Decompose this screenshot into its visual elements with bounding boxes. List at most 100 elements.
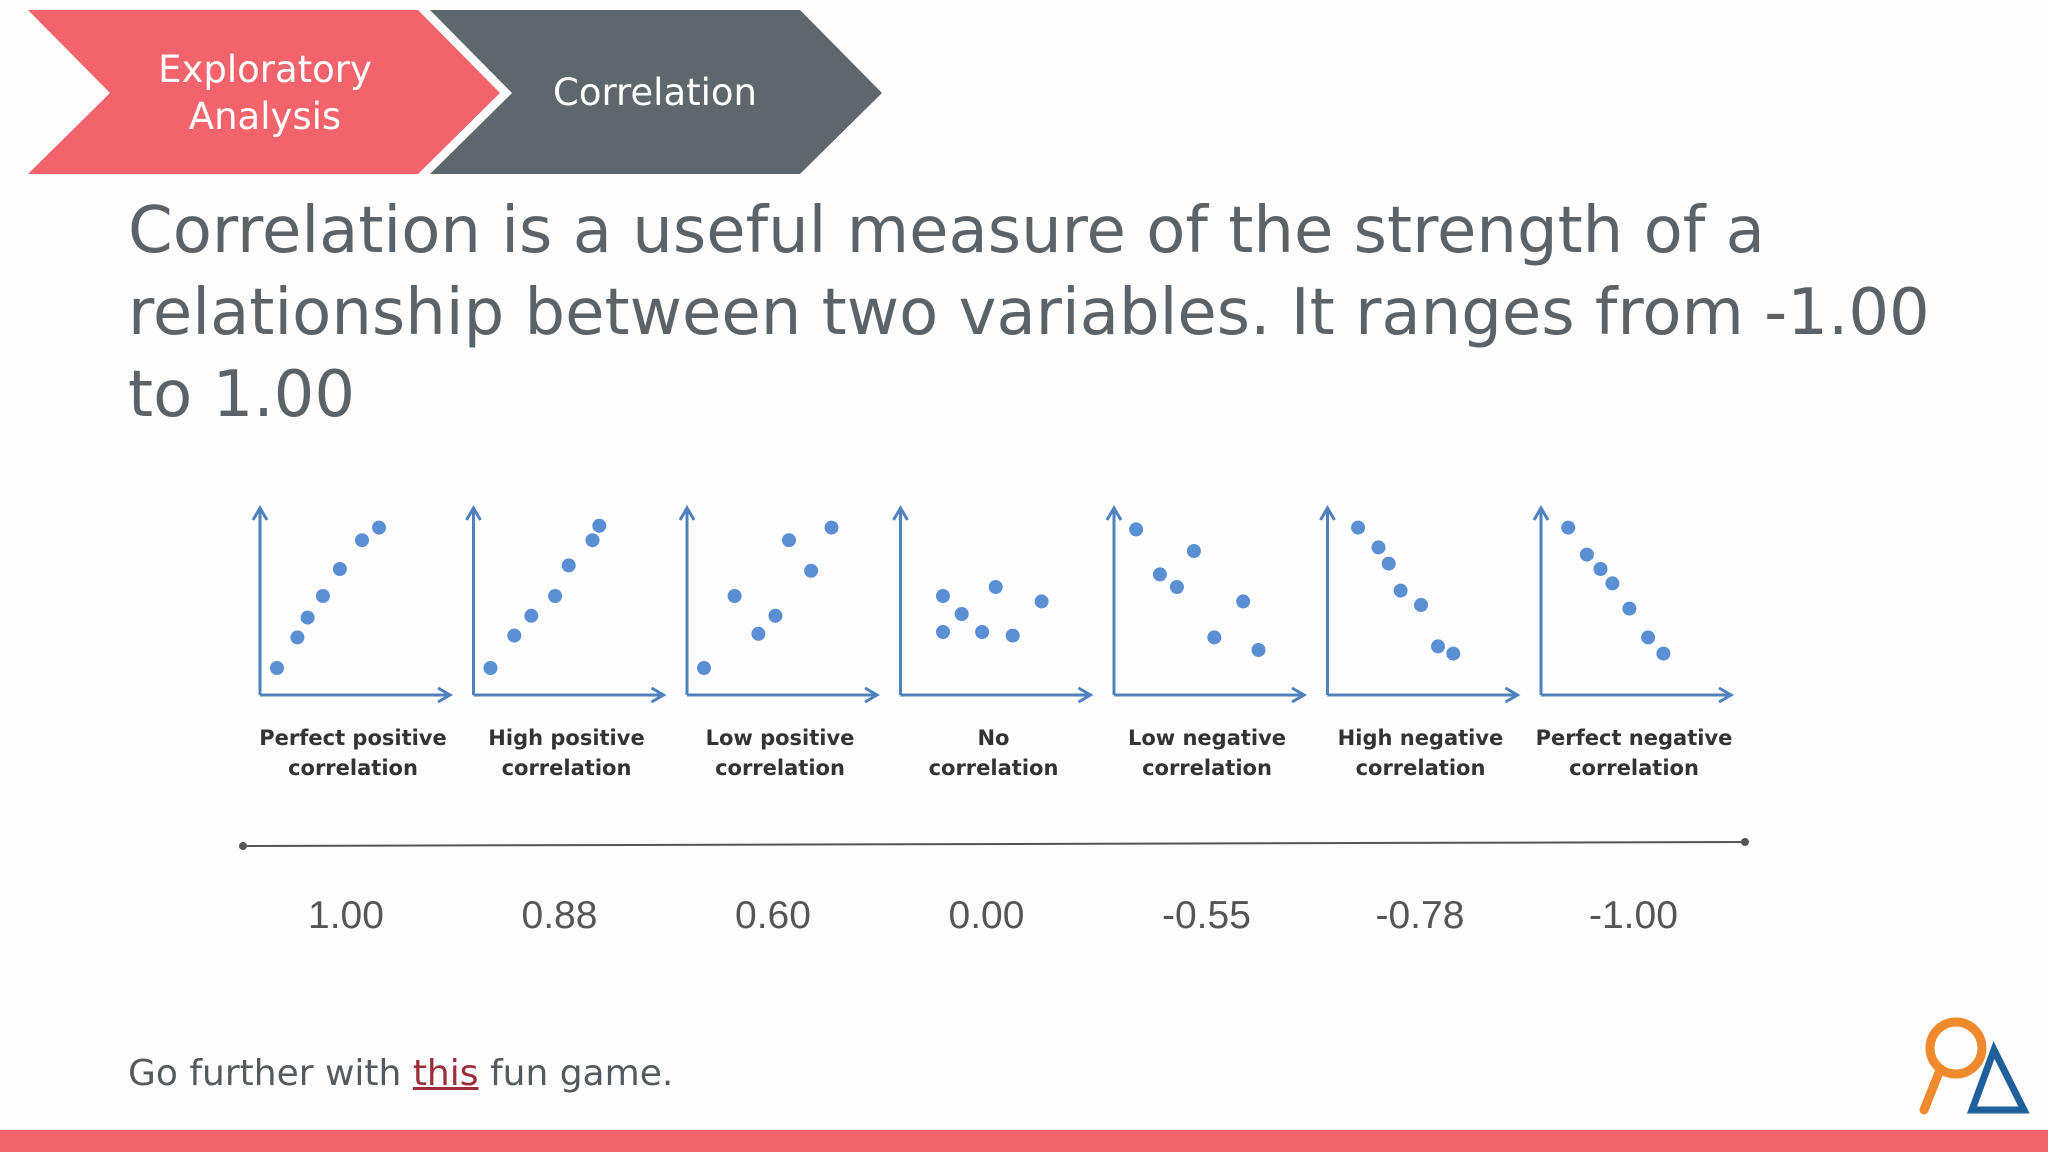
x-axis-arrow-icon: [1718, 686, 1734, 704]
panel-label-line1: High positive: [488, 726, 644, 750]
panel-label-line2: correlation: [929, 756, 1059, 780]
scatter-point: [824, 520, 839, 535]
scatter-point: [1351, 520, 1366, 535]
scatter-point: [548, 589, 563, 603]
scale-line-start-dot: [239, 842, 247, 850]
scatter-point: [936, 589, 950, 603]
x-axis-arrow-icon: [1504, 686, 1521, 704]
scatter-point: [332, 562, 347, 576]
breadcrumb-shapes: [28, 10, 882, 174]
panel-label-line2: correlation: [715, 756, 845, 780]
scatter-point: [804, 563, 819, 578]
correlation-value: -1.00: [1589, 894, 1678, 937]
scatter-point: [768, 608, 783, 623]
scatter-point: [1393, 583, 1408, 598]
scatter-point: [1169, 580, 1184, 594]
scatter-point: [1414, 598, 1428, 612]
scatter-point: [1129, 522, 1144, 537]
footer-prefix: Go further with: [128, 1053, 413, 1094]
scatter-point: [300, 610, 315, 625]
scatter-point: [1207, 630, 1222, 645]
correlation-value: -0.78: [1376, 894, 1465, 937]
scatter-point: [1605, 576, 1620, 591]
scatter-point: [1005, 628, 1020, 643]
scatter-point: [1579, 547, 1594, 562]
y-axis-arrow-icon: [892, 505, 909, 521]
scatter-point: [1593, 562, 1608, 576]
scatter-point: [585, 533, 600, 548]
scatter-point: [988, 580, 1003, 594]
y-axis-arrow-icon: [465, 505, 482, 521]
scatter-point: [954, 607, 969, 621]
scatter-point: [1371, 540, 1386, 555]
breadcrumb: Exploratory Analysis Correlation: [0, 0, 900, 190]
scatter-point: [1641, 630, 1656, 645]
scatter-point: [751, 626, 766, 641]
x-axis-arrow-icon: [1291, 686, 1307, 704]
panel-label-line1: Low negative: [1128, 726, 1286, 750]
bottom-accent-bar: [0, 1130, 2048, 1152]
panel-label-line2: correlation: [288, 756, 418, 780]
scatter-point: [782, 533, 796, 548]
scatter-point: [727, 589, 742, 603]
scatter-point: [1152, 567, 1167, 582]
brand-logo-icon: [1919, 1017, 2030, 1115]
breadcrumb-step-exploratory-analysis[interactable]: [28, 10, 500, 174]
scatter-point: [1381, 556, 1396, 571]
footer-note: Go further with this fun game.: [128, 1053, 673, 1094]
correlation-value: 0.00: [949, 894, 1025, 937]
correlation-value: 1.00: [308, 894, 384, 937]
x-axis-arrow-icon: [864, 686, 880, 704]
breadcrumb-step-correlation[interactable]: [430, 10, 882, 174]
y-axis-arrow-icon: [251, 505, 269, 521]
scatter-point: [1622, 601, 1637, 616]
correlation-value: -0.55: [1162, 894, 1251, 937]
page-title: Correlation is a useful measure of the s…: [128, 194, 1930, 432]
panel-label-line1: No: [977, 726, 1009, 750]
panel-label-line2: correlation: [1142, 756, 1272, 780]
scatter-point: [1446, 646, 1461, 661]
panel-label-line1: High negative: [1338, 726, 1504, 750]
panel-label-line1: Low positive: [706, 726, 855, 750]
panel-label-line1: Perfect positive: [259, 726, 447, 750]
scatter-point: [290, 630, 305, 645]
scatter-point: [355, 533, 369, 548]
breadcrumb-step2-label: Correlation: [552, 71, 758, 114]
scatter-point: [561, 558, 576, 573]
x-axis-arrow-icon: [650, 686, 667, 704]
scatter-point: [507, 628, 522, 643]
scatter-point: [1186, 544, 1201, 558]
scatter-point: [372, 520, 386, 535]
scatter-point: [1251, 643, 1266, 657]
scatter-point: [592, 518, 607, 533]
scatter-point: [1561, 520, 1576, 535]
panel-label-line1: Perfect negative: [1536, 726, 1733, 750]
scatter-point: [315, 589, 330, 603]
y-axis-arrow-icon: [1105, 505, 1123, 521]
game-link[interactable]: this: [412, 1053, 479, 1094]
scatter-point: [1656, 646, 1671, 661]
scatter-point: [270, 661, 284, 675]
y-axis-arrow-icon: [678, 505, 696, 521]
scatter-point: [697, 661, 711, 675]
y-axis-arrow-icon: [1532, 505, 1550, 521]
x-axis-arrow-icon: [1077, 686, 1094, 704]
x-axis-arrow-icon: [437, 686, 453, 704]
scale-line: [242, 841, 1746, 847]
panel-label-line2: correlation: [502, 756, 632, 780]
scatter-point: [1034, 594, 1049, 609]
y-axis-arrow-icon: [1319, 505, 1336, 521]
correlation-value: 0.88: [522, 894, 598, 937]
scale-line-end-dot: [1741, 838, 1749, 846]
footer-suffix: fun game.: [478, 1053, 674, 1094]
scatter-point: [936, 625, 950, 639]
correlation-diagram: Perfect positive correlation 1.00 High posi…: [239, 505, 1749, 937]
panel-label-line2: correlation: [1569, 756, 1699, 780]
scatter-point: [1431, 639, 1445, 654]
panel-label-line2: correlation: [1356, 756, 1486, 780]
scatter-point: [975, 625, 990, 639]
scatter-point: [1236, 594, 1251, 609]
breadcrumb-step1-label: Exploratory Analysis: [158, 48, 372, 138]
scatter-point: [524, 608, 539, 623]
correlation-value: 0.60: [735, 894, 811, 937]
